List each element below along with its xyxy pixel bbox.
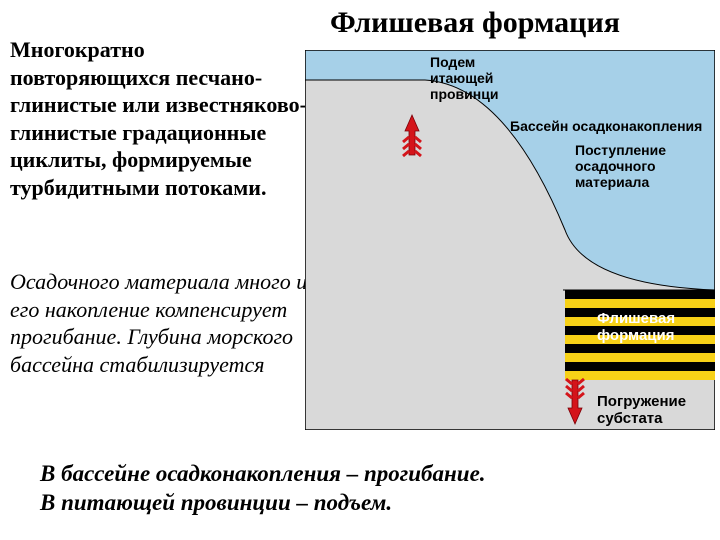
- diagram-svg: [305, 50, 715, 430]
- summary-text: В бассейне осадконакопления – прогибание…: [40, 460, 486, 518]
- label-subsidence: Погружениесубстата: [597, 393, 686, 428]
- label-uplift: Подемитающейпровинци: [430, 54, 498, 102]
- explanation-text: Осадочного материала много и его накопле…: [10, 268, 310, 378]
- flysch-diagram: Подемитающейпровинци Бассейн осадконакоп…: [305, 50, 715, 430]
- definition-text: Многократно повторяющихся песчано-глинис…: [10, 36, 310, 201]
- label-sediment: Поступлениеосадочногоматериала: [575, 142, 666, 190]
- label-flysch: Флишеваяформация: [597, 310, 675, 345]
- label-basin: Бассейн осадконакопления: [510, 118, 702, 134]
- page-title: Флишевая формация: [330, 6, 620, 40]
